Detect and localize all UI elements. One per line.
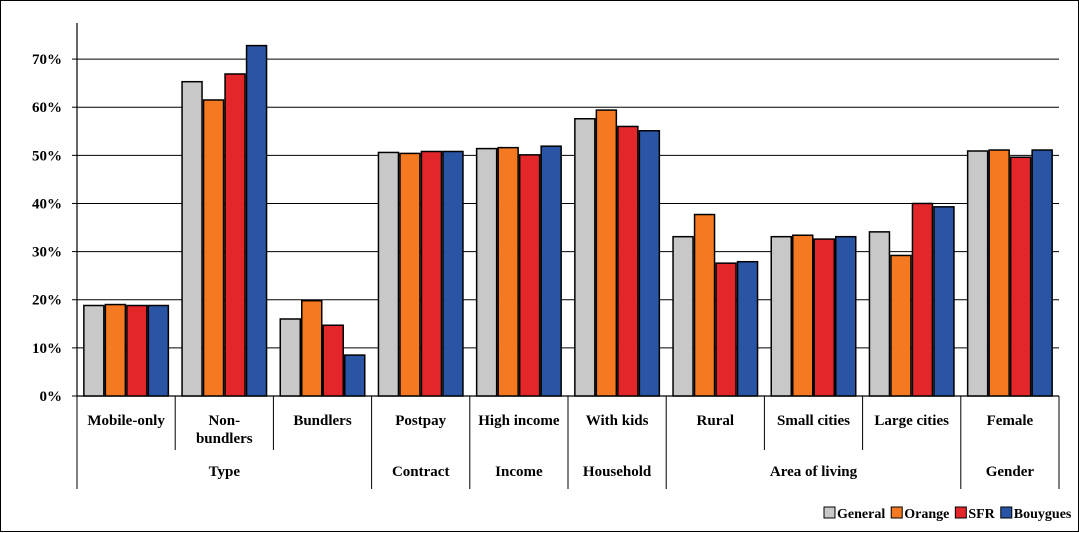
- category-label: Postpay: [395, 413, 446, 429]
- bar-general-7: [770, 235, 792, 397]
- y-tick-label: 60%: [32, 100, 62, 116]
- bar-orange-0: [104, 303, 127, 397]
- category-label: Female: [987, 413, 1034, 429]
- legend-label: Orange: [904, 507, 949, 522]
- bar-bouygues-8: [933, 206, 955, 397]
- bar-general-2: [279, 318, 301, 397]
- y-tick-label: 10%: [32, 341, 62, 357]
- category-label: Small cities: [777, 413, 850, 429]
- group-label: Household: [583, 464, 652, 480]
- bar-general-5: [574, 118, 596, 397]
- category-label: Large cities: [874, 413, 949, 429]
- y-tick-label: 30%: [32, 245, 62, 261]
- group-label: Income: [495, 464, 543, 480]
- legend-swatch-orange: [890, 506, 903, 519]
- bar-orange-5: [595, 109, 618, 397]
- bar-bouygues-0: [147, 304, 170, 397]
- bar-general-4: [475, 147, 498, 397]
- bar-sfr-7: [813, 238, 835, 397]
- category-label: Bundlers: [293, 413, 352, 429]
- legend-swatch-bouygues: [1000, 506, 1013, 519]
- bar-bouygues-6: [736, 260, 759, 397]
- bar-orange-3: [399, 152, 421, 397]
- bar-orange-9: [988, 149, 1010, 397]
- bar-orange-6: [693, 213, 716, 397]
- y-tick-label: 20%: [32, 293, 62, 309]
- bar-sfr-8: [911, 202, 934, 397]
- bar-sfr-6: [715, 262, 737, 397]
- bar-general-6: [672, 235, 694, 397]
- category-label: Non-bundlers: [196, 413, 253, 447]
- legend-label: SFR: [968, 507, 995, 522]
- legend-swatch-general: [823, 506, 836, 519]
- bar-sfr-3: [420, 150, 443, 397]
- y-tick-label: 0%: [40, 389, 63, 405]
- y-tick-label: 50%: [32, 148, 62, 164]
- bar-sfr-1: [224, 73, 246, 397]
- category-label: With kids: [586, 413, 649, 429]
- bar-orange-2: [301, 299, 323, 397]
- bar-sfr-5: [617, 125, 639, 397]
- group-label: Area of living: [770, 464, 858, 480]
- y-tick-label: 70%: [32, 52, 62, 68]
- bar-orange-8: [890, 254, 912, 397]
- bar-bouygues-2: [344, 354, 366, 397]
- bar-bouygues-4: [540, 145, 562, 397]
- group-label: Type: [209, 464, 241, 480]
- legend-swatch-sfr: [954, 506, 967, 519]
- bar-general-0: [83, 304, 105, 397]
- bar-general-8: [868, 231, 891, 397]
- bar-sfr-0: [126, 304, 148, 397]
- bar-general-1: [181, 80, 203, 397]
- bar-bouygues-5: [638, 130, 661, 397]
- category-label: Mobile-only: [87, 413, 165, 429]
- group-label: Contract: [392, 464, 449, 480]
- y-tick-label: 40%: [32, 196, 62, 212]
- legend-label: Bouygues: [1014, 507, 1072, 522]
- bar-sfr-9: [1009, 156, 1032, 397]
- category-label: High income: [478, 413, 560, 429]
- legend-label: General: [837, 507, 885, 522]
- bar-sfr-2: [322, 324, 344, 397]
- bar-bouygues-7: [835, 235, 857, 397]
- bar-orange-7: [792, 234, 814, 397]
- category-label: Rural: [697, 413, 735, 429]
- bar-sfr-4: [518, 154, 541, 397]
- bar-general-3: [377, 151, 400, 397]
- bar-bouygues-1: [245, 44, 268, 397]
- bar-general-9: [966, 150, 989, 397]
- bar-bouygues-9: [1031, 149, 1053, 397]
- bar-orange-1: [202, 99, 225, 397]
- bar-bouygues-3: [442, 150, 464, 397]
- bar-orange-4: [497, 146, 519, 397]
- group-label: Gender: [986, 464, 1035, 480]
